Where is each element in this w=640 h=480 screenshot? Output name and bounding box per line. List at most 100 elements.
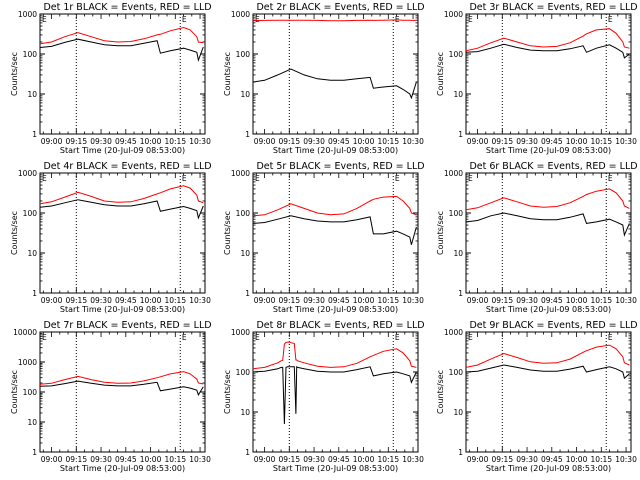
- x-tick-label: 09:15: [65, 296, 87, 305]
- x-axis-label: Start Time (20-Jul-09 08:53:00): [486, 464, 611, 473]
- marker-label: E: [42, 333, 47, 342]
- y-axis-label: Counts/sec: [436, 370, 445, 414]
- marker-label: E: [395, 333, 400, 342]
- y-axis-label: Counts/sec: [436, 52, 445, 96]
- x-axis-label: Start Time (20-Jul-09 08:53:00): [273, 146, 398, 155]
- x-tick-label: 10:30: [189, 455, 211, 464]
- x-tick-label: 09:00: [41, 455, 63, 464]
- panel-title: Det 1r BLACK = Events, RED = LLD: [43, 2, 211, 13]
- plot-frame: [465, 172, 632, 294]
- series-line-events: [253, 365, 417, 425]
- chart-panel-4: Det 4r BLACK = Events, RED = LLD 1 10 100 10…: [10, 161, 212, 314]
- x-tick-label: 09:45: [328, 455, 350, 464]
- x-tick-label: 09:00: [467, 137, 489, 146]
- y-tick-label: 100: [449, 50, 464, 59]
- y-tick-label: 10: [240, 408, 250, 417]
- panel-title: Det 3r BLACK = Events, RED = LLD: [469, 2, 637, 13]
- series-line-events: [253, 68, 417, 100]
- x-tick-label: 09:30: [303, 296, 325, 305]
- x-tick-label: 10:00: [140, 137, 162, 146]
- x-tick-label: 09:30: [90, 137, 112, 146]
- x-tick-label: 09:45: [328, 137, 350, 146]
- y-tick-label: 1000: [18, 10, 37, 19]
- y-tick-label: 100: [236, 368, 251, 377]
- x-tick-label: 10:15: [164, 137, 186, 146]
- marker-label: E: [608, 15, 613, 24]
- plot-frame: [39, 172, 206, 294]
- x-axis-label: Start Time (20-Jul-09 08:53:00): [486, 305, 611, 314]
- x-axis-label: Start Time (20-Jul-09 08:53:00): [273, 305, 398, 314]
- y-tick-label: 100: [236, 50, 251, 59]
- x-tick-label: 09:15: [278, 296, 300, 305]
- x-tick-label: 10:00: [353, 137, 375, 146]
- chart-panel-1: Det 1r BLACK = Events, RED = LLD 1 10 100 10…: [10, 2, 212, 155]
- y-tick-label: 10: [240, 249, 250, 258]
- x-tick-label: 10:00: [353, 455, 375, 464]
- x-tick-label: 09:45: [115, 455, 137, 464]
- y-tick-label: 1000: [444, 169, 463, 178]
- y-axis-label: Counts/sec: [10, 211, 19, 255]
- plot-frame: [252, 13, 419, 135]
- x-tick-label: 10:15: [377, 455, 399, 464]
- y-tick-label: 10000: [13, 328, 37, 337]
- marker-label: E: [468, 174, 473, 183]
- x-axis-label: Start Time (20-Jul-09 08:53:00): [60, 305, 185, 314]
- x-tick-label: 09:15: [491, 455, 513, 464]
- x-tick-label: 09:30: [516, 296, 538, 305]
- x-tick-label: 10:30: [402, 455, 424, 464]
- x-tick-label: 10:15: [164, 455, 186, 464]
- y-tick-label: 10: [453, 90, 463, 99]
- y-axis-label: Counts/sec: [223, 52, 232, 96]
- y-tick-label: 1000: [231, 10, 250, 19]
- plot-frame: [252, 172, 419, 294]
- y-tick-label: 100: [23, 209, 38, 218]
- x-tick-label: 09:15: [65, 137, 87, 146]
- y-axis-label: Counts/sec: [223, 370, 232, 414]
- series-line-events: [40, 199, 204, 220]
- y-tick-label: 1: [32, 130, 37, 139]
- y-tick-label: 1: [245, 289, 250, 298]
- marker-label: E: [255, 15, 260, 24]
- y-tick-label: 1: [458, 448, 463, 457]
- chart-panel-8: Det 8r BLACK = Events, RED = LLD 1 10 100 10…: [223, 320, 425, 473]
- x-tick-label: 09:30: [90, 296, 112, 305]
- chart-panel-7: Det 7r BLACK = Events, RED = LLD 1 10 100 10…: [10, 320, 212, 473]
- marker-label: E: [468, 333, 473, 342]
- series-line-lld: [40, 185, 204, 205]
- x-tick-label: 10:15: [164, 296, 186, 305]
- series-line-lld: [466, 344, 630, 368]
- panel-title: Det 8r BLACK = Events, RED = LLD: [256, 320, 424, 331]
- x-tick-label: 10:30: [189, 296, 211, 305]
- y-tick-label: 1000: [18, 358, 37, 367]
- x-axis-label: Start Time (20-Jul-09 08:53:00): [60, 464, 185, 473]
- y-tick-label: 100: [23, 50, 38, 59]
- series-line-lld: [40, 26, 204, 45]
- x-tick-label: 10:30: [615, 296, 637, 305]
- marker-label: E: [608, 174, 613, 183]
- y-tick-label: 100: [449, 209, 464, 218]
- y-tick-label: 10: [240, 90, 250, 99]
- x-tick-label: 10:30: [615, 455, 637, 464]
- chart-panel-9: Det 9r BLACK = Events, RED = LLD 1 10 100 10…: [436, 320, 638, 473]
- y-tick-label: 100: [23, 388, 38, 397]
- series-line-lld: [253, 195, 417, 217]
- marker-label: E: [42, 174, 47, 183]
- y-tick-label: 10: [27, 90, 37, 99]
- y-tick-label: 1000: [444, 328, 463, 337]
- marker-label: E: [182, 15, 187, 24]
- x-tick-label: 10:15: [377, 137, 399, 146]
- x-tick-label: 10:30: [402, 296, 424, 305]
- series-line-lld: [253, 19, 417, 22]
- chart-panel-6: Det 6r BLACK = Events, RED = LLD 1 10 100 10…: [436, 161, 638, 314]
- y-tick-label: 1000: [231, 169, 250, 178]
- x-tick-label: 09:00: [41, 137, 63, 146]
- y-axis-label: Counts/sec: [436, 211, 445, 255]
- y-tick-label: 1: [245, 448, 250, 457]
- marker-label: E: [608, 333, 613, 342]
- y-tick-label: 10: [453, 408, 463, 417]
- x-tick-label: 10:30: [189, 137, 211, 146]
- x-tick-label: 10:15: [590, 455, 612, 464]
- x-tick-label: 09:15: [491, 137, 513, 146]
- y-tick-label: 1: [32, 448, 37, 457]
- y-axis-label: Counts/sec: [223, 211, 232, 255]
